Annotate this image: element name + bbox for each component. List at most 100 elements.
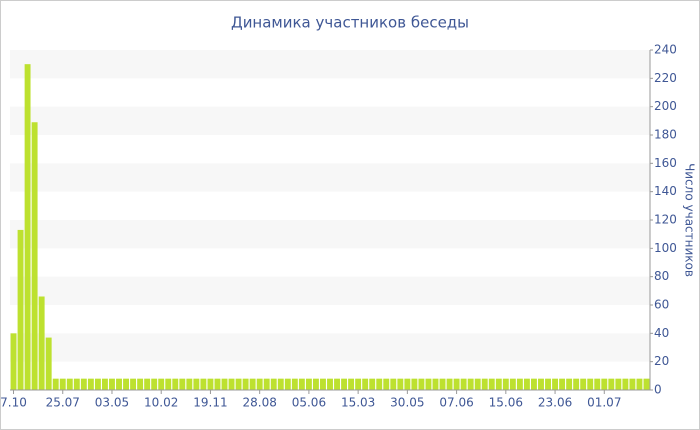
- bar: [66, 378, 73, 390]
- bar: [312, 378, 319, 390]
- bar: [601, 378, 608, 390]
- bar: [305, 378, 312, 390]
- bar: [643, 378, 650, 390]
- x-tick-label: 15.06: [489, 396, 523, 410]
- bar: [538, 378, 544, 390]
- grid-band: [10, 276, 650, 305]
- bar: [545, 378, 551, 390]
- y-tick-label: 200: [654, 99, 677, 113]
- bar: [200, 378, 207, 390]
- y-axis-label: Число участников: [683, 163, 697, 277]
- bar: [179, 378, 186, 390]
- bar: [369, 378, 376, 390]
- bar: [531, 378, 537, 390]
- grid-band: [10, 50, 650, 79]
- bar: [165, 378, 172, 390]
- y-tick-label: 180: [654, 128, 677, 142]
- bar: [109, 378, 115, 390]
- bar: [214, 378, 221, 390]
- bar: [172, 378, 179, 390]
- bar: [52, 378, 59, 390]
- bar: [235, 378, 242, 390]
- grid-band: [10, 106, 650, 135]
- bar: [404, 378, 411, 390]
- bar: [348, 378, 355, 390]
- bar: [460, 378, 467, 390]
- bar: [502, 378, 509, 390]
- bar: [221, 378, 228, 390]
- bar: [291, 378, 298, 390]
- bar: [137, 378, 144, 390]
- bar: [10, 333, 17, 390]
- bar: [38, 296, 45, 390]
- bar: [587, 378, 594, 390]
- bar: [101, 378, 108, 390]
- y-tick-label: 0: [654, 383, 662, 397]
- grid-band: [10, 163, 650, 192]
- bar: [263, 378, 270, 390]
- bar: [580, 378, 587, 390]
- bar: [94, 378, 101, 390]
- bar: [622, 378, 629, 390]
- bar: [488, 378, 495, 390]
- bar: [284, 378, 291, 390]
- bar: [80, 378, 87, 390]
- x-tick-label: 28.08: [242, 396, 276, 410]
- y-tick-label: 20: [654, 354, 669, 368]
- bar: [481, 378, 488, 390]
- bar: [573, 378, 580, 390]
- y-tick-label: 220: [654, 71, 677, 85]
- y-tick-label: 80: [654, 269, 669, 283]
- bar: [298, 378, 305, 390]
- bar: [31, 122, 38, 390]
- bar: [446, 378, 453, 390]
- x-tick-label: 03.05: [95, 396, 129, 410]
- bar: [130, 378, 137, 390]
- bar: [516, 378, 523, 390]
- bar: [425, 378, 432, 390]
- bar: [594, 378, 601, 390]
- bar: [116, 378, 122, 390]
- bar: [474, 378, 481, 390]
- bar: [193, 378, 200, 390]
- bar: [418, 378, 425, 390]
- bar: [24, 64, 31, 391]
- bar: [59, 378, 66, 390]
- y-tick-label: 120: [654, 213, 677, 227]
- bar: [45, 337, 52, 390]
- bar: [411, 378, 418, 390]
- x-tick-label: 25.07: [46, 396, 80, 410]
- bar: [390, 378, 397, 390]
- bar: [144, 378, 151, 390]
- bar: [608, 378, 615, 390]
- bar: [256, 378, 263, 390]
- x-tick-label: 15.03: [341, 396, 375, 410]
- grid-band: [10, 333, 650, 362]
- bar: [629, 378, 636, 390]
- bar: [73, 378, 80, 390]
- bar: [87, 378, 94, 390]
- bar: [432, 378, 439, 390]
- bar: [362, 378, 369, 390]
- bar: [383, 378, 390, 390]
- bar: [636, 378, 643, 390]
- bar: [207, 378, 214, 390]
- bar: [327, 378, 333, 390]
- x-tick-label: 01.07: [587, 396, 621, 410]
- bar: [615, 378, 622, 390]
- bar: [17, 229, 24, 390]
- bar: [467, 378, 474, 390]
- bar: [439, 378, 446, 390]
- y-tick-label: 100: [654, 241, 677, 255]
- bar: [523, 378, 530, 390]
- bar: [397, 378, 404, 390]
- x-tick-label: 19.11: [193, 396, 227, 410]
- y-tick-label: 60: [654, 298, 669, 312]
- x-tick-label: 07.06: [439, 396, 473, 410]
- bar: [509, 378, 516, 390]
- bar: [228, 378, 235, 390]
- x-tick-label: 7.10: [0, 396, 27, 410]
- bar: [566, 378, 573, 390]
- grid-band: [10, 220, 650, 249]
- bar: [355, 378, 362, 390]
